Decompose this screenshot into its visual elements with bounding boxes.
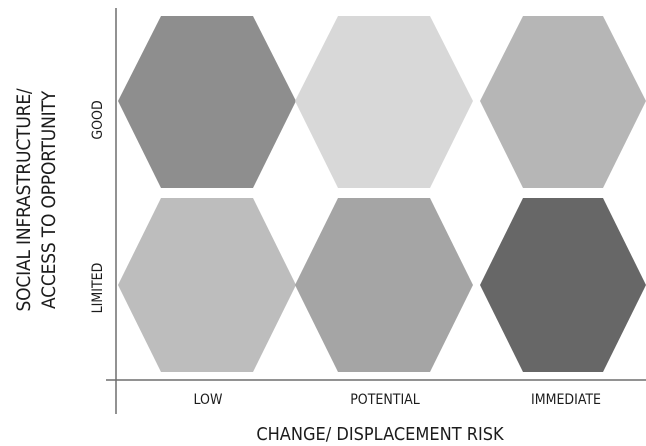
row-label-limited: LIMITED bbox=[90, 263, 106, 314]
y-axis-title-line2: ACCESS TO OPPORTUNITY bbox=[38, 90, 60, 309]
hex-cell-limited-low bbox=[118, 198, 296, 372]
hex-cell-limited-potential bbox=[295, 198, 473, 372]
hex-cell-limited-immediate bbox=[480, 198, 646, 372]
hex-cell-good-low bbox=[118, 16, 296, 188]
row-label-good: GOOD bbox=[90, 100, 106, 139]
column-label-immediate: IMMEDIATE bbox=[531, 392, 601, 408]
x-axis-title: CHANGE/ DISPLACEMENT RISK bbox=[256, 424, 504, 445]
y-axis-title-line1: SOCIAL INFRASTRUCTURE/ bbox=[13, 88, 35, 311]
column-label-potential: POTENTIAL bbox=[350, 392, 420, 408]
hex-cell-good-potential bbox=[295, 16, 473, 188]
hex-cell-good-immediate bbox=[480, 16, 646, 188]
column-label-low: LOW bbox=[194, 392, 223, 408]
